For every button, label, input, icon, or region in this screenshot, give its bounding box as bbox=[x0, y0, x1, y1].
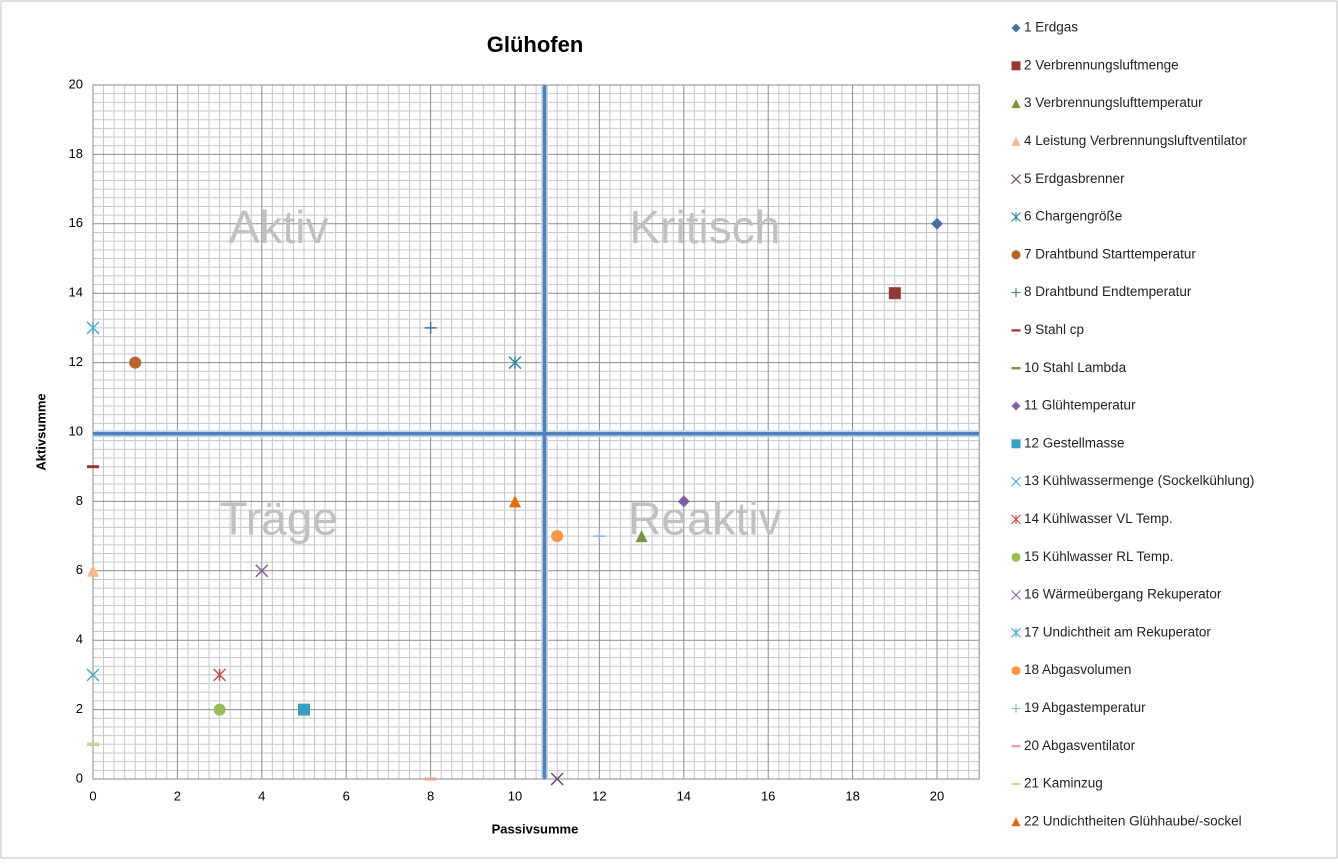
legend-marker bbox=[1011, 329, 1021, 332]
legend-marker bbox=[1011, 745, 1021, 748]
data-point bbox=[213, 668, 227, 682]
data-point bbox=[550, 772, 564, 786]
legend-marker bbox=[1011, 703, 1021, 713]
legend-label: 4 Leistung Verbrennungsluftventilator bbox=[1024, 133, 1247, 148]
legend-marker bbox=[1011, 212, 1021, 222]
legend-label: 11 Glühtemperatur bbox=[1024, 398, 1136, 413]
quadrant-label: Reaktiv bbox=[628, 492, 781, 544]
data-point bbox=[551, 530, 564, 543]
legend-label: 18 Abgasvolumen bbox=[1024, 662, 1131, 677]
legend-label: 12 Gestellmasse bbox=[1024, 435, 1125, 450]
y-tick-label: 6 bbox=[76, 562, 83, 577]
legend-marker bbox=[1011, 61, 1021, 71]
data-point bbox=[86, 668, 100, 682]
data-point bbox=[86, 321, 100, 335]
data-point bbox=[87, 742, 99, 746]
y-tick-label: 12 bbox=[69, 354, 83, 369]
data-point bbox=[255, 564, 269, 578]
y-axis-label: Aktivsumme bbox=[33, 393, 48, 470]
data-point bbox=[87, 564, 99, 577]
y-tick-label: 20 bbox=[69, 76, 83, 91]
data-point bbox=[931, 217, 943, 230]
legend-label: 10 Stahl Lambda bbox=[1024, 360, 1127, 375]
legend-label: 1 Erdgas bbox=[1024, 20, 1078, 35]
y-tick-label: 0 bbox=[76, 770, 83, 785]
legend-marker bbox=[1011, 817, 1021, 827]
legend-marker bbox=[1011, 590, 1021, 600]
y-tick-label: 10 bbox=[69, 423, 83, 438]
x-tick-label: 18 bbox=[845, 788, 859, 803]
y-tick-label: 2 bbox=[76, 701, 83, 716]
legend-marker bbox=[1011, 401, 1021, 411]
data-point bbox=[508, 356, 522, 370]
legend-marker bbox=[1011, 514, 1021, 525]
y-tick-label: 18 bbox=[69, 146, 83, 161]
x-tick-label: 16 bbox=[761, 788, 775, 803]
y-tick-label: 16 bbox=[69, 215, 83, 230]
quadrant-label: Träge bbox=[219, 492, 337, 544]
x-tick-label: 14 bbox=[677, 788, 691, 803]
chart-title: Glühofen bbox=[487, 32, 584, 57]
legend-label: 13 Kühlwassermenge (Sockelkühlung) bbox=[1024, 473, 1254, 488]
legend-marker bbox=[1011, 439, 1021, 449]
legend-marker bbox=[1011, 288, 1021, 298]
x-tick-label: 4 bbox=[258, 788, 265, 803]
x-tick-label: 10 bbox=[508, 788, 522, 803]
legend-label: 6 Chargengröße bbox=[1024, 209, 1122, 224]
legend-label: 16 Wärmeübergang Rekuperator bbox=[1024, 587, 1222, 602]
legend-label: 5 Erdgasbrenner bbox=[1024, 171, 1125, 186]
data-point bbox=[298, 703, 310, 716]
legend-label: 3 Verbrennungslufttemperatur bbox=[1024, 95, 1203, 110]
legend-label: 19 Abgastemperatur bbox=[1024, 700, 1146, 715]
legend-marker bbox=[1011, 23, 1021, 33]
legend-marker bbox=[1011, 136, 1021, 146]
data-point bbox=[424, 777, 437, 781]
x-tick-label: 2 bbox=[174, 788, 181, 803]
legend-marker bbox=[1011, 99, 1021, 109]
legend-marker bbox=[1011, 627, 1021, 638]
y-tick-label: 4 bbox=[76, 632, 83, 647]
legend-label: 14 Kühlwasser VL Temp. bbox=[1024, 511, 1173, 526]
x-tick-label: 0 bbox=[89, 788, 96, 803]
data-point bbox=[888, 287, 901, 300]
quadrant-label: Kritisch bbox=[629, 201, 780, 253]
legend-marker bbox=[1011, 476, 1021, 487]
legend-label: 20 Abgasventilator bbox=[1024, 738, 1136, 753]
data-point bbox=[129, 356, 142, 369]
data-point bbox=[635, 530, 648, 543]
legend-label: 9 Stahl cp bbox=[1024, 322, 1084, 337]
legend-marker bbox=[1011, 552, 1021, 562]
x-tick-label: 8 bbox=[427, 788, 434, 803]
data-point bbox=[509, 495, 521, 508]
legend-label: 8 Drahtbund Endtemperatur bbox=[1024, 284, 1192, 299]
data-point bbox=[677, 495, 690, 508]
legend-marker bbox=[1011, 666, 1021, 676]
legend-label: 17 Undichtheit am Rekuperator bbox=[1024, 624, 1211, 639]
x-tick-label: 6 bbox=[343, 788, 350, 803]
legend-label: 22 Undichtheiten Glühhaube/-sockel bbox=[1024, 813, 1242, 828]
data-point bbox=[213, 703, 226, 716]
x-tick-label: 12 bbox=[592, 788, 606, 803]
legend-marker bbox=[1011, 250, 1021, 260]
legend-marker bbox=[1011, 367, 1021, 370]
x-tick-label: 20 bbox=[930, 788, 944, 803]
y-tick-label: 8 bbox=[76, 493, 83, 508]
legend-marker bbox=[1011, 782, 1021, 786]
legend-label: 21 Kaminzug bbox=[1024, 776, 1103, 791]
data-point bbox=[593, 530, 606, 543]
legend-marker bbox=[1011, 174, 1021, 185]
legend-label: 2 Verbrennungsluftmenge bbox=[1024, 57, 1179, 72]
data-point bbox=[424, 321, 437, 334]
y-tick-label: 14 bbox=[69, 285, 83, 300]
data-point bbox=[87, 465, 99, 469]
x-axis-label: Passivsumme bbox=[492, 821, 579, 836]
quadrant-label: Aktiv bbox=[229, 201, 329, 253]
legend-label: 15 Kühlwasser RL Temp. bbox=[1024, 549, 1173, 564]
legend-label: 7 Drahtbund Starttemperatur bbox=[1024, 246, 1196, 261]
